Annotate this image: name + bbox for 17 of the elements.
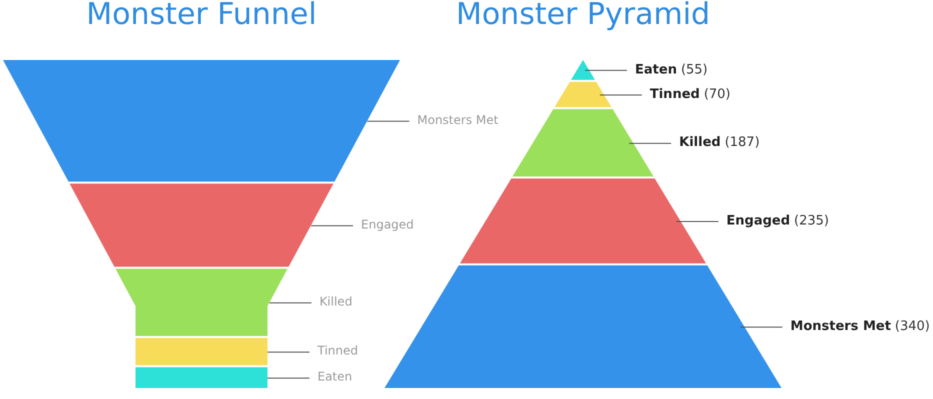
data-label: (187) (724, 135, 760, 150)
category-label: Eaten (318, 370, 352, 384)
data-label: (235) (794, 213, 830, 228)
data-label: (55) (680, 62, 708, 78)
category-label: Engaged (361, 217, 414, 232)
category-label: Killed (679, 135, 721, 150)
text: Monster Funnel (86, 0, 317, 32)
data-label: (70) (704, 86, 731, 102)
category-label: Eaten (635, 62, 677, 78)
category-label: Killed (319, 294, 352, 309)
category-label: Monsters Met (790, 319, 891, 334)
category-label: Engaged (726, 213, 790, 228)
data-label: (340) (894, 319, 930, 334)
category-label: Tinned (650, 86, 700, 102)
category-label: Tinned (316, 344, 358, 358)
category-label: Monsters Met (417, 112, 499, 127)
text: Monster Pyramid (456, 0, 710, 32)
